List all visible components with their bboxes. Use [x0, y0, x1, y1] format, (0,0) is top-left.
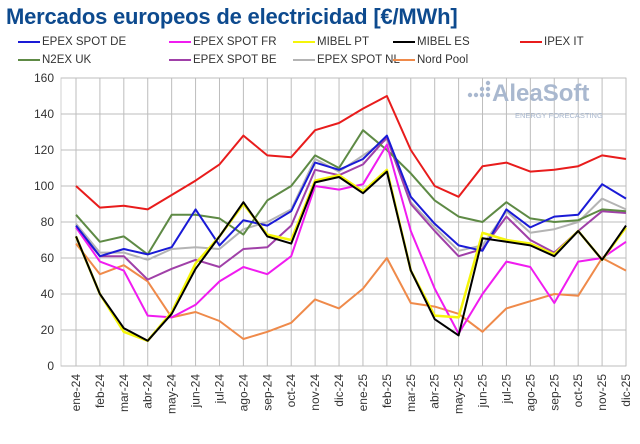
legend-swatch [520, 41, 542, 43]
legend-label: EPEX SPOT DE [42, 36, 127, 48]
legend-swatch [293, 41, 315, 43]
series-line-epex-spot-fr [75, 143, 627, 335]
x-tick-label: mar-24 [117, 374, 131, 412]
x-tick-label: jul-25 [499, 374, 513, 405]
y-tick-label: 120 [34, 143, 54, 157]
x-tick-label: nov-24 [308, 374, 322, 411]
x-tick-label: oct-24 [284, 374, 298, 408]
logo-dot [485, 86, 491, 92]
x-tick-label: dic-24 [332, 374, 346, 407]
y-tick-label: 40 [41, 287, 55, 301]
x-tick-label: nov-25 [595, 374, 609, 411]
legend-swatch [18, 59, 40, 61]
y-tick-label: 160 [34, 71, 54, 85]
legend-label: N2EX UK [42, 54, 92, 66]
logo-dot [467, 92, 473, 98]
x-tick-label: jun-25 [476, 374, 490, 409]
x-tick-label: may-24 [165, 374, 179, 414]
chart-title: Mercados europeos de electricidad [€/MWh… [6, 4, 458, 29]
logo-dot [479, 86, 485, 92]
x-tick-label: feb-25 [380, 374, 394, 408]
x-tick-label: mar-25 [404, 374, 418, 412]
series-line-epex-spot-de [75, 134, 627, 258]
series-line-ipex-it [75, 95, 627, 211]
series-line-nord-pool [75, 242, 627, 340]
x-tick-label: abr-25 [428, 374, 442, 409]
legend-item: MIBEL PT [293, 36, 369, 48]
logo-dot [479, 92, 485, 98]
x-tick-label: ago-25 [523, 374, 537, 412]
legend-swatch [169, 59, 191, 61]
series-line-mibel-es [75, 170, 627, 342]
legend-item: IPEX IT [520, 36, 584, 48]
x-tick-label: feb-24 [93, 374, 107, 408]
logo-dot [485, 80, 491, 86]
legend-item: Nord Pool [393, 54, 468, 66]
logo-dot [473, 92, 479, 98]
legend-item: EPEX SPOT NL [293, 54, 400, 66]
watermark-tagline: ENERGY FORECASTING [515, 111, 603, 120]
x-tick-label: jul-24 [212, 374, 226, 405]
legend-swatch [393, 41, 415, 43]
x-tick-label: abr-24 [141, 374, 155, 409]
legend-item: MIBEL ES [393, 36, 470, 48]
legend-swatch [293, 59, 315, 61]
y-tick-label: 140 [34, 107, 54, 121]
x-tick-label: may-25 [452, 374, 466, 414]
legend-label: MIBEL PT [317, 36, 369, 48]
x-tick-label: ene-25 [356, 374, 370, 412]
legend-label: IPEX IT [544, 36, 584, 48]
x-tick-label: ago-24 [236, 374, 250, 412]
legend-swatch [169, 41, 191, 43]
aleasoft-logo: AleaSoft ENERGY FORECASTING [467, 80, 603, 120]
legend-item: EPEX SPOT FR [169, 36, 277, 48]
x-tick-label: dic-25 [619, 374, 633, 407]
logo-dot [485, 92, 491, 98]
series-line-epex-spot-be [75, 136, 627, 281]
legend-label: MIBEL ES [417, 36, 470, 48]
legend-label: EPEX SPOT FR [193, 36, 277, 48]
x-tick-label: jun-24 [189, 374, 203, 409]
legend-label: EPEX SPOT BE [193, 54, 277, 66]
y-tick-label: 60 [41, 251, 55, 265]
legend-item: EPEX SPOT DE [18, 36, 126, 48]
x-tick-label: ene-24 [69, 374, 83, 412]
y-tick-label: 80 [41, 215, 55, 229]
series-line-n2ex-uk [75, 129, 627, 256]
legend-swatch [393, 59, 415, 61]
series-line-epex-spot-nl [75, 138, 627, 261]
legend-item: EPEX SPOT BE [169, 54, 277, 66]
x-tick-label: sep-24 [260, 374, 274, 411]
y-tick-label: 0 [47, 359, 54, 373]
x-tick-label: sep-25 [547, 374, 561, 411]
legend-label: Nord Pool [417, 54, 469, 66]
x-tick-label: oct-25 [571, 374, 585, 408]
legend-item: N2EX UK [18, 54, 91, 66]
y-tick-label: 20 [41, 323, 55, 337]
legend-swatch [18, 41, 40, 43]
watermark-brand: AleaSoft [492, 80, 589, 107]
legend-label: EPEX SPOT NL [317, 54, 400, 66]
y-tick-label: 100 [34, 179, 54, 193]
